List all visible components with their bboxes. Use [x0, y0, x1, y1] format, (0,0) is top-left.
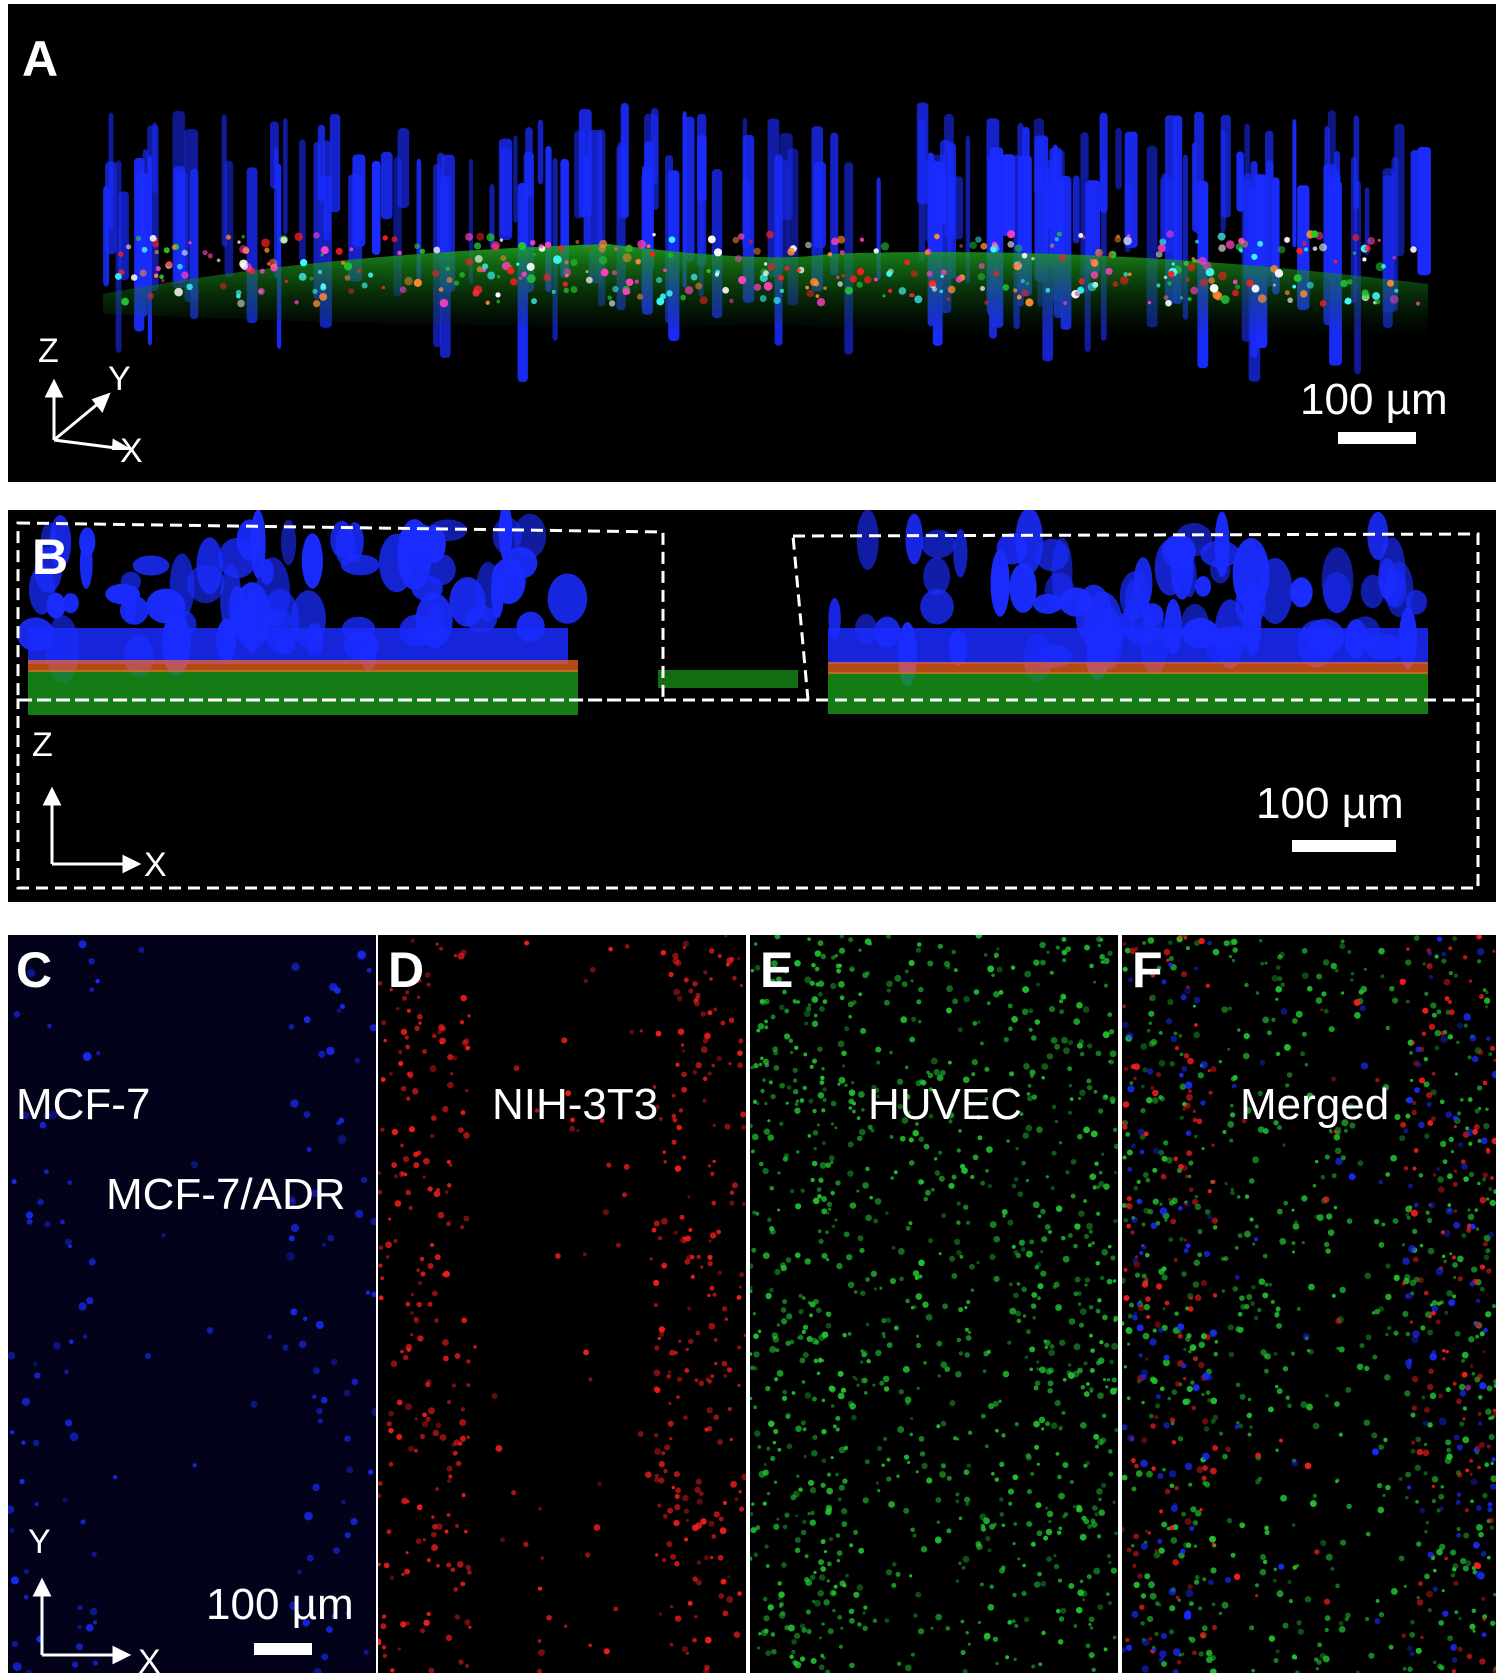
panel-a-image [103, 102, 1431, 383]
panel-f-label: Merged [1240, 1080, 1390, 1129]
panel-b-scale-label: 100 µm [1256, 779, 1404, 828]
panel-b-letter: B [32, 529, 69, 585]
panel-b: B 100 µm Z X [8, 510, 1496, 902]
panel-c-axis-x: X [138, 1643, 161, 1673]
panel-b-image [16, 510, 1480, 890]
panel-d: D NIH-3T3 [378, 935, 746, 1673]
panel-c-axes-icon [32, 1577, 132, 1665]
panel-c-label-mcf7adr: MCF-7/ADR [106, 1170, 346, 1219]
panel-a-axis-y: Y [108, 360, 131, 398]
panel-d-label: NIH-3T3 [492, 1080, 659, 1129]
panel-c-axis-y: Y [28, 1523, 51, 1561]
panel-e: E HUVEC [750, 935, 1118, 1673]
panel-f-letter: F [1132, 942, 1163, 998]
panel-e-image [750, 935, 1118, 1673]
panel-f: F Merged [1122, 935, 1496, 1673]
panel-f-image [1122, 935, 1496, 1673]
panel-a-scale-bar [1338, 432, 1416, 444]
panel-e-label: HUVEC [868, 1080, 1023, 1129]
panel-a-scale-label: 100 µm [1300, 375, 1448, 424]
panel-b-scale-bar [1292, 840, 1396, 852]
panel-a: A 100 µm Z Y X [8, 4, 1496, 482]
panel-d-image [378, 935, 746, 1673]
panel-a-letter: A [22, 31, 59, 87]
panel-c-scale-bar [254, 1643, 312, 1655]
panel-c-image [8, 940, 376, 1673]
panel-e-letter: E [760, 942, 794, 998]
panel-b-axes-icon [42, 786, 142, 874]
panel-b-axis-x: X [144, 846, 167, 884]
panel-a-axes-icon [44, 378, 132, 450]
panel-d-letter: D [388, 942, 425, 998]
panel-c: C MCF-7 MCF-7/ADR 100 µm Y X [8, 935, 376, 1673]
panel-a-axis-z: Z [38, 332, 59, 370]
panel-b-axis-z: Z [32, 726, 53, 764]
panel-a-axis-x: X [120, 432, 143, 470]
panel-c-scale-label: 100 µm [206, 1580, 354, 1629]
panel-c-letter: C [16, 942, 53, 998]
panel-c-label-mcf7: MCF-7 [16, 1080, 151, 1129]
